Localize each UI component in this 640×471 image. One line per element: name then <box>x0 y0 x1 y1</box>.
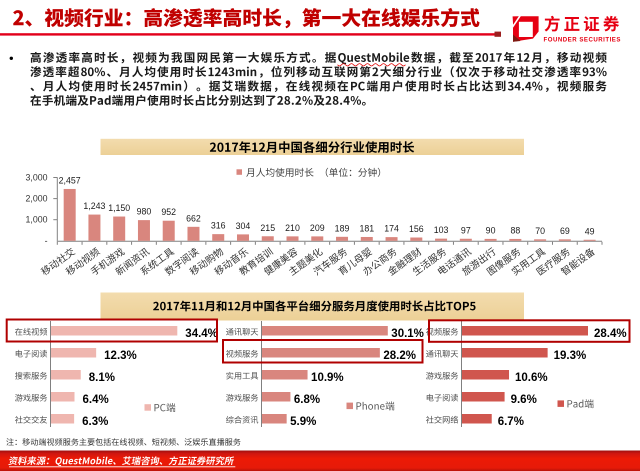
svg-text:6.7%: 6.7% <box>498 416 524 428</box>
svg-text:174: 174 <box>384 224 399 234</box>
svg-text:3,000: 3,000 <box>25 173 47 183</box>
svg-text:90: 90 <box>486 225 496 235</box>
svg-text:5.9%: 5.9% <box>290 416 316 428</box>
svg-text:28.4%: 28.4% <box>594 328 627 340</box>
svg-text:6.4%: 6.4% <box>82 394 108 406</box>
svg-text:97: 97 <box>461 225 471 235</box>
svg-text:30.1%: 30.1% <box>391 328 424 340</box>
svg-text:156: 156 <box>409 224 424 234</box>
svg-text:1,150: 1,150 <box>108 203 130 213</box>
svg-text:210: 210 <box>285 223 300 233</box>
svg-text:103: 103 <box>434 225 449 235</box>
svg-text:6.3%: 6.3% <box>82 416 108 428</box>
svg-text:189: 189 <box>335 223 350 233</box>
svg-text:12.3%: 12.3% <box>104 350 137 362</box>
svg-text:980: 980 <box>137 207 152 217</box>
svg-text:28.2%: 28.2% <box>383 350 416 362</box>
svg-text:49: 49 <box>585 226 595 236</box>
svg-text:952: 952 <box>161 207 176 217</box>
svg-text:304: 304 <box>236 221 251 231</box>
svg-text:70: 70 <box>535 226 545 236</box>
svg-text:1,243: 1,243 <box>83 201 105 211</box>
svg-text:8.1%: 8.1% <box>89 372 115 384</box>
svg-text:-: - <box>45 236 48 246</box>
svg-text:88: 88 <box>510 225 520 235</box>
svg-text:19.3%: 19.3% <box>554 350 587 362</box>
svg-text:1,000: 1,000 <box>25 215 47 225</box>
svg-text:316: 316 <box>211 221 226 231</box>
svg-text:215: 215 <box>260 223 275 233</box>
svg-text:209: 209 <box>310 223 325 233</box>
svg-text:6.8%: 6.8% <box>294 394 320 406</box>
svg-text:181: 181 <box>359 223 374 233</box>
svg-text:69: 69 <box>560 226 570 236</box>
svg-text:2,457: 2,457 <box>59 175 81 185</box>
svg-text:10.6%: 10.6% <box>515 372 548 384</box>
svg-text:FOUNDER SECURITIES: FOUNDER SECURITIES <box>544 37 621 44</box>
svg-text:2,000: 2,000 <box>25 194 47 204</box>
svg-text:9.6%: 9.6% <box>511 394 537 406</box>
svg-text:10.9%: 10.9% <box>311 372 344 384</box>
svg-text:34.4%: 34.4% <box>185 328 218 340</box>
svg-text:662: 662 <box>186 213 201 223</box>
